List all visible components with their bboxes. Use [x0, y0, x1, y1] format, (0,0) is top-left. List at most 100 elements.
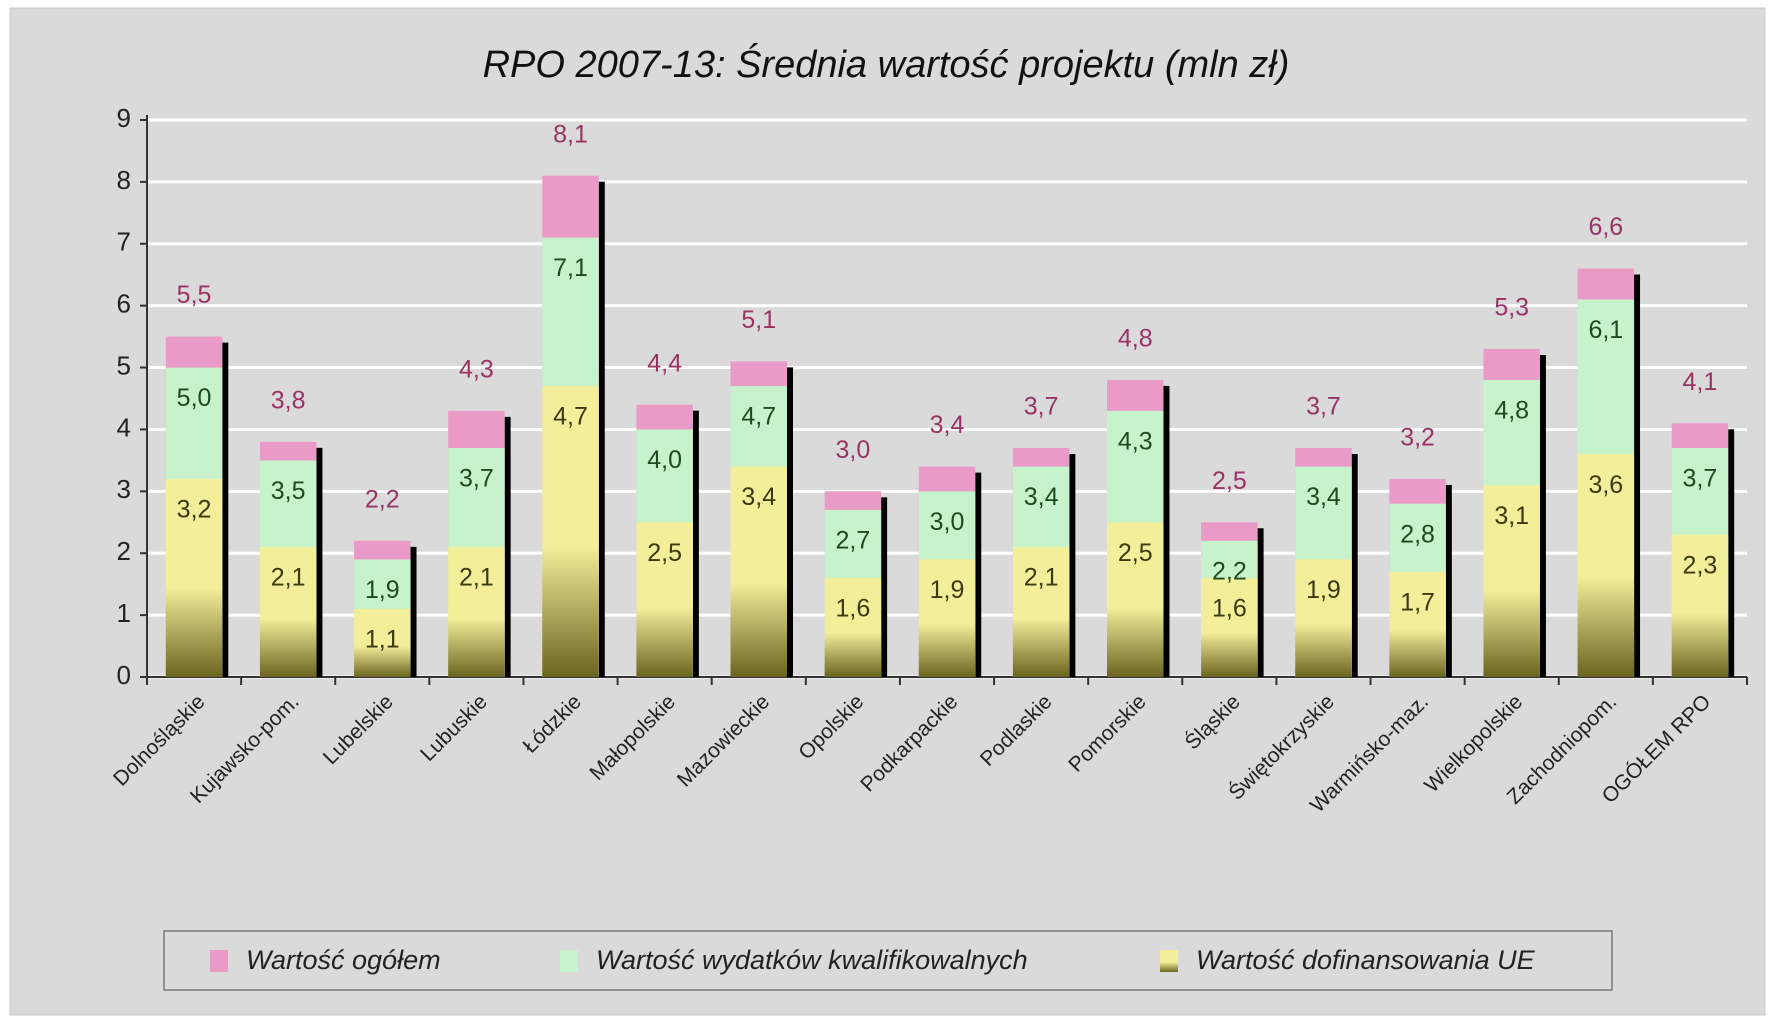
y-tick-label: 6 [117, 289, 131, 319]
bar-shadow [1069, 454, 1076, 677]
value-label: 2,1 [459, 564, 494, 592]
bar-shadow [1257, 528, 1264, 677]
bar-shadow [787, 367, 793, 677]
y-tick-label: 7 [117, 227, 131, 257]
value-label: 4,4 [647, 349, 682, 377]
bar-shadow [598, 181, 605, 677]
value-label: 3,1 [1494, 502, 1529, 530]
bar-shadow [1634, 274, 1641, 677]
bar-shadow [410, 546, 417, 677]
y-tick-label: 5 [117, 350, 131, 380]
bar [1012, 547, 1070, 677]
bar-shadow [1539, 354, 1546, 677]
y-tick-label: 4 [117, 412, 131, 442]
value-label: 3,7 [459, 465, 494, 493]
value-label: 6,6 [1588, 213, 1623, 241]
bar [354, 608, 411, 677]
bar [1295, 559, 1352, 677]
value-label: 3,4 [930, 411, 965, 439]
bar [1671, 534, 1729, 677]
value-label: 2,2 [365, 485, 400, 513]
legend-label: Wartość dofinansowania UE [1196, 945, 1536, 975]
bar [259, 547, 317, 677]
value-label: 5,1 [741, 306, 776, 334]
bar-shadow [1728, 429, 1735, 677]
y-tick-label: 0 [117, 660, 131, 690]
value-label: 8,1 [553, 120, 588, 148]
bar-shadow [881, 497, 888, 677]
value-label: 3,2 [1400, 424, 1435, 452]
value-label: 4,3 [459, 355, 494, 383]
bar-shadow [504, 416, 511, 677]
bar [448, 547, 505, 677]
bar-shadow [1445, 484, 1452, 677]
value-label: 2,7 [835, 527, 870, 555]
value-label: 4,0 [647, 446, 682, 474]
value-label: 2,5 [647, 539, 682, 567]
value-label: 4,7 [553, 403, 588, 431]
bar-shadow [1163, 385, 1170, 677]
legend-label: Wartość ogółem [246, 945, 441, 975]
value-label: 3,7 [1024, 393, 1059, 421]
value-label: 2,1 [271, 564, 306, 592]
value-label: 3,8 [271, 386, 306, 414]
bar [730, 466, 787, 677]
value-label: 2,8 [1400, 520, 1435, 548]
y-tick-label: 3 [117, 474, 131, 504]
value-label: 3,7 [1683, 465, 1718, 493]
y-tick-label: 2 [117, 536, 131, 566]
value-label: 3,2 [177, 496, 212, 524]
bar [542, 386, 599, 677]
value-label: 3,4 [1306, 483, 1341, 511]
value-label: 3,7 [1306, 393, 1341, 421]
legend-swatch [210, 950, 228, 972]
value-label: 2,3 [1683, 551, 1718, 579]
value-label: 1,9 [1306, 576, 1341, 604]
bar [165, 478, 223, 677]
value-label: 5,0 [177, 384, 212, 412]
bar-shadow [316, 447, 323, 677]
value-label: 7,1 [553, 254, 588, 282]
value-label: 1,9 [930, 576, 965, 604]
y-tick-label: 8 [117, 165, 131, 195]
value-label: 1,7 [1400, 588, 1435, 616]
bar-shadow [1351, 454, 1358, 677]
bar [1389, 571, 1446, 677]
value-label: 4,1 [1683, 368, 1718, 396]
legend-swatch [1160, 950, 1178, 972]
bar [824, 577, 882, 677]
bar-shadow [975, 472, 982, 677]
y-tick-label: 1 [117, 598, 131, 628]
value-label: 4,7 [741, 403, 776, 431]
value-label: 1,1 [365, 626, 400, 654]
bar [918, 559, 976, 677]
value-label: 4,8 [1118, 325, 1153, 353]
bar [1577, 454, 1635, 677]
chart-title: RPO 2007-13: Średnia wartość projektu (m… [483, 41, 1290, 86]
legend-label: Wartość wydatków kwalifikowalnych [596, 945, 1028, 975]
value-label: 2,5 [1212, 467, 1247, 495]
value-label: 3,4 [741, 483, 776, 511]
bar [636, 522, 693, 677]
value-label: 5,3 [1494, 294, 1529, 322]
bar [1201, 577, 1258, 677]
value-label: 3,4 [1024, 483, 1059, 511]
value-label: 5,5 [177, 281, 212, 309]
value-label: 6,1 [1588, 316, 1623, 344]
value-label: 2,5 [1118, 539, 1153, 567]
bar-shadow [222, 342, 229, 677]
value-label: 4,3 [1118, 427, 1153, 455]
bar [1107, 522, 1164, 677]
value-label: 3,5 [271, 477, 306, 505]
value-label: 3,0 [835, 436, 870, 464]
y-tick-label: 9 [117, 103, 131, 133]
value-label: 1,9 [365, 576, 400, 604]
value-label: 1,6 [1212, 595, 1247, 623]
bar-shadow [692, 410, 699, 677]
value-label: 2,2 [1212, 557, 1247, 585]
value-label: 2,1 [1024, 564, 1059, 592]
legend-box [163, 930, 1613, 991]
value-label: 1,6 [835, 595, 870, 623]
value-label: 4,8 [1494, 397, 1529, 425]
